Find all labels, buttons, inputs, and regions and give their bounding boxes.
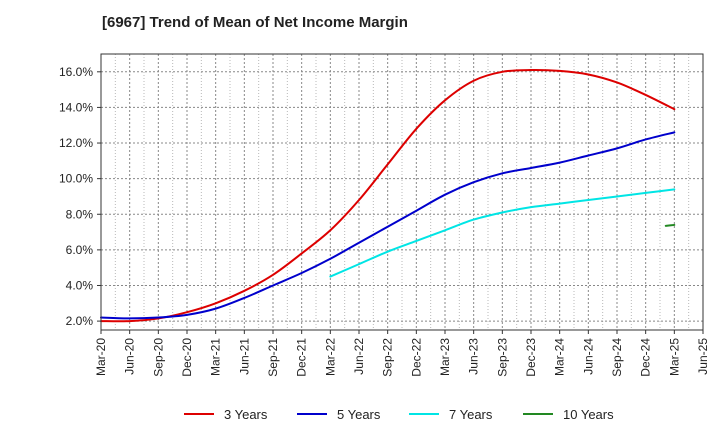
- series-lines: [100, 68, 676, 323]
- x-axis-ticks: Mar-20 Jun-20 Sep-20 Dec-20 Mar-21 Jun-21 Sep-…: [94, 330, 710, 377]
- series-line-3-years: [100, 68, 676, 323]
- x-tick-label: Mar-20: [94, 338, 108, 376]
- x-tick-label: Dec-23: [524, 338, 538, 377]
- x-tick-label: Dec-22: [409, 338, 423, 377]
- legend-label-7-years: 7 Years: [449, 407, 493, 422]
- y-tick-label: 8.0%: [66, 207, 94, 221]
- legend: 3 Years 5 Years 7 Years 10 Years: [184, 407, 614, 422]
- y-tick-label: 6.0%: [66, 243, 94, 257]
- x-tick-label: Dec-24: [639, 338, 653, 377]
- series-line-10-years: [664, 223, 676, 227]
- y-tick-label: 4.0%: [66, 278, 94, 292]
- y-tick-label: 14.0%: [59, 100, 93, 114]
- legend-label-3-years: 3 Years: [224, 407, 268, 422]
- x-tick-label: Sep-22: [381, 338, 395, 377]
- x-tick-label: Jun-23: [467, 338, 481, 375]
- y-tick-label: 2.0%: [66, 314, 94, 328]
- legend-label-5-years: 5 Years: [337, 407, 381, 422]
- x-tick-label: Sep-24: [610, 338, 624, 377]
- x-tick-label: Mar-25: [667, 338, 681, 376]
- chart-title: [6967] Trend of Mean of Net Income Margi…: [102, 14, 408, 31]
- x-tick-label: Jun-24: [581, 338, 595, 375]
- x-tick-label: Mar-22: [323, 338, 337, 376]
- x-tick-label: Mar-24: [553, 338, 567, 376]
- y-tick-label: 12.0%: [59, 136, 93, 150]
- x-tick-label: Sep-23: [495, 338, 509, 377]
- plot-border: [100, 53, 704, 331]
- legend-label-10-years: 10 Years: [563, 407, 614, 422]
- series-line-5-years: [100, 131, 676, 320]
- x-tick-label: Sep-21: [266, 338, 280, 377]
- x-tick-label: Dec-20: [180, 338, 194, 377]
- y-tick-label: 10.0%: [59, 172, 93, 186]
- x-tick-label: Jun-21: [237, 338, 251, 375]
- y-axis-ticks: 2.0% 4.0% 6.0% 8.0% 10.0% 12.0% 14.0% 16.0%: [59, 65, 101, 328]
- y-tick-label: 16.0%: [59, 65, 93, 79]
- x-tick-label: Dec-21: [295, 338, 309, 377]
- x-tick-label: Mar-23: [438, 338, 452, 376]
- x-tick-label: Jun-22: [352, 338, 366, 375]
- x-tick-label: Jun-20: [123, 338, 137, 375]
- x-tick-label: Jun-25: [696, 338, 710, 375]
- series-line-7-years: [329, 188, 676, 278]
- x-tick-label: Sep-20: [151, 338, 165, 377]
- x-tick-label: Mar-21: [209, 338, 223, 376]
